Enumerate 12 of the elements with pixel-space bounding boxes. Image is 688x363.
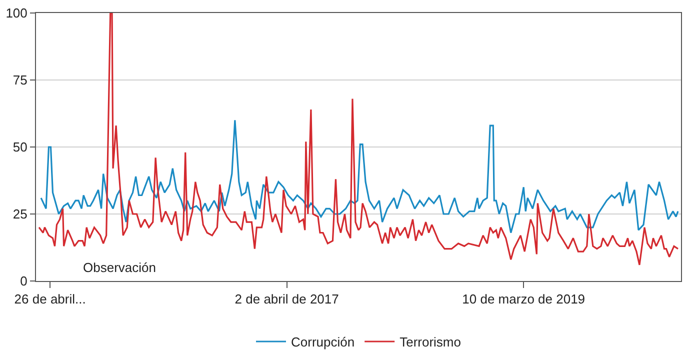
line-series <box>40 119 679 234</box>
y-tick-label: 75 <box>12 72 28 88</box>
x-tick-label: 26 de abril... <box>14 292 86 307</box>
annotation: Observación <box>83 260 156 275</box>
y-tick-label: 25 <box>12 206 28 222</box>
x-tick-label: 10 de marzo de 2019 <box>462 292 586 307</box>
x-tick-label: 2 de abril de 2017 <box>234 292 339 307</box>
y-tick-label: 50 <box>12 140 28 155</box>
y-tick-label: 100 <box>6 6 28 21</box>
legend-label: Corrupción <box>291 334 355 350</box>
y-tick-label: 0 <box>20 274 28 289</box>
legend-label: Terrorismo <box>400 334 461 350</box>
